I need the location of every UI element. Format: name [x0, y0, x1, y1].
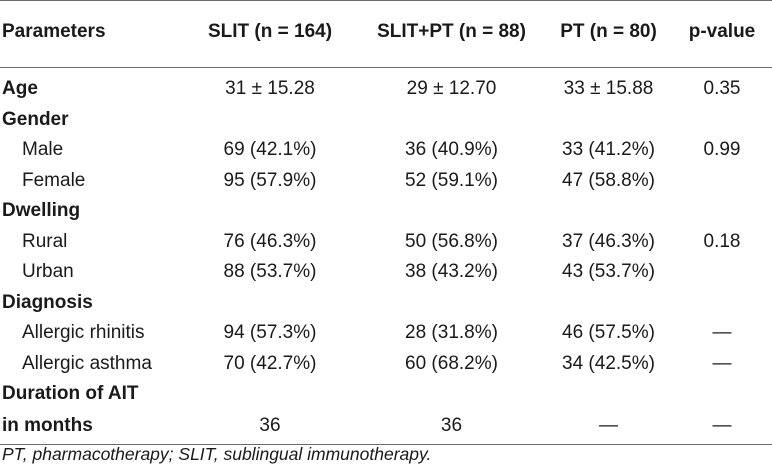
cell-pt: 34 (42.5%): [562, 352, 655, 374]
cell-p-value: [672, 257, 772, 288]
header-parameters: Parameters: [0, 0, 182, 68]
cell-slit: 36: [182, 408, 358, 445]
group-label: Gender: [2, 108, 69, 130]
cell-pt: 37 (46.3%): [562, 230, 655, 252]
row-label: Female: [22, 169, 86, 191]
group-label: Diagnosis: [2, 291, 93, 313]
row-label: Age: [2, 78, 38, 100]
cell-pt: 33 ± 15.88: [563, 78, 654, 100]
table-row-duration-line1: Duration of AIT: [0, 379, 772, 408]
cell-pt: 46 (57.5%): [562, 322, 655, 344]
cell-pt: 47 (58.8%): [562, 169, 655, 191]
table-row-duration: in months 36 36 — —: [0, 408, 772, 445]
table-row-asthma: Allergic asthma 70 (42.7%) 60 (68.2%) 34…: [0, 349, 772, 380]
table-header: Parameters SLIT (n = 164) SLIT+PT (n = 8…: [0, 0, 772, 68]
cell-slit: 69 (42.1%): [223, 139, 317, 161]
row-label: Duration of AIT: [2, 382, 139, 404]
row-label: Male: [22, 139, 64, 161]
cell-slit-pt: 50 (56.8%): [405, 230, 498, 252]
cell-pt: —: [545, 408, 672, 445]
cell-slit-pt: 36: [358, 408, 545, 445]
table-footnote: PT, pharmacotherapy; SLIT, sublingual im…: [2, 444, 432, 464]
row-label-continued: in months: [0, 408, 182, 445]
cell-pt: 33 (41.2%): [562, 139, 655, 161]
cell-slit-pt: 52 (59.1%): [405, 169, 498, 191]
cell-p-value: [672, 166, 772, 197]
cell-slit-pt: 60 (68.2%): [405, 352, 498, 374]
header-pt: PT (n = 80): [545, 0, 672, 68]
table-row-age: Age 31 ± 15.28 29 ± 12.70 33 ± 15.88 0.3…: [0, 74, 772, 105]
table-body: Age 31 ± 15.28 29 ± 12.70 33 ± 15.88 0.3…: [0, 68, 772, 445]
cell-slit: 95 (57.9%): [223, 169, 317, 191]
cell-slit: 70 (42.7%): [223, 352, 317, 374]
cell-slit: 31 ± 15.28: [225, 78, 315, 100]
header-row: Parameters SLIT (n = 164) SLIT+PT (n = 8…: [0, 0, 772, 68]
table-row-diagnosis: Diagnosis: [0, 288, 772, 319]
table-row-female: Female 95 (57.9%) 52 (59.1%) 47 (58.8%): [0, 166, 772, 197]
header-slit-pt: SLIT+PT (n = 88): [358, 0, 545, 68]
header-p-value: p-value: [672, 0, 772, 68]
cell-slit: 76 (46.3%): [223, 230, 317, 252]
cell-p-value: 0.18: [703, 230, 741, 252]
cell-p-value: —: [712, 322, 732, 344]
table-row-rural: Rural 76 (46.3%) 50 (56.8%) 37 (46.3%) 0…: [0, 227, 772, 258]
cell-slit: 94 (57.3%): [223, 322, 317, 344]
parameters-table: Parameters SLIT (n = 164) SLIT+PT (n = 8…: [0, 0, 772, 445]
cell-p-value: 0.35: [703, 78, 741, 100]
cell-slit-pt: 29 ± 12.70: [406, 78, 497, 100]
cell-p-value: —: [712, 352, 732, 374]
cell-p-value: —: [672, 408, 772, 445]
cell-slit-pt: 28 (31.8%): [405, 322, 498, 344]
cell-slit: 88 (53.7%): [223, 261, 317, 283]
table-row-rhinitis: Allergic rhinitis 94 (57.3%) 28 (31.8%) …: [0, 318, 772, 349]
table-row-urban: Urban 88 (53.7%) 38 (43.2%) 43 (53.7%): [0, 257, 772, 288]
table-row-gender: Gender: [0, 105, 772, 136]
cell-p-value: 0.99: [703, 139, 741, 161]
row-label: Rural: [22, 230, 68, 252]
row-label: Urban: [22, 261, 74, 283]
table-row-male: Male 69 (42.1%) 36 (40.9%) 33 (41.2%) 0.…: [0, 135, 772, 166]
cell-pt: 43 (53.7%): [562, 261, 655, 283]
header-slit: SLIT (n = 164): [182, 0, 358, 68]
cell-slit-pt: 38 (43.2%): [405, 261, 498, 283]
cell-slit-pt: 36 (40.9%): [405, 139, 498, 161]
group-label: Dwelling: [2, 200, 81, 222]
row-label: Allergic rhinitis: [22, 322, 145, 344]
row-label: Allergic asthma: [22, 352, 152, 374]
table-row-dwelling: Dwelling: [0, 196, 772, 227]
